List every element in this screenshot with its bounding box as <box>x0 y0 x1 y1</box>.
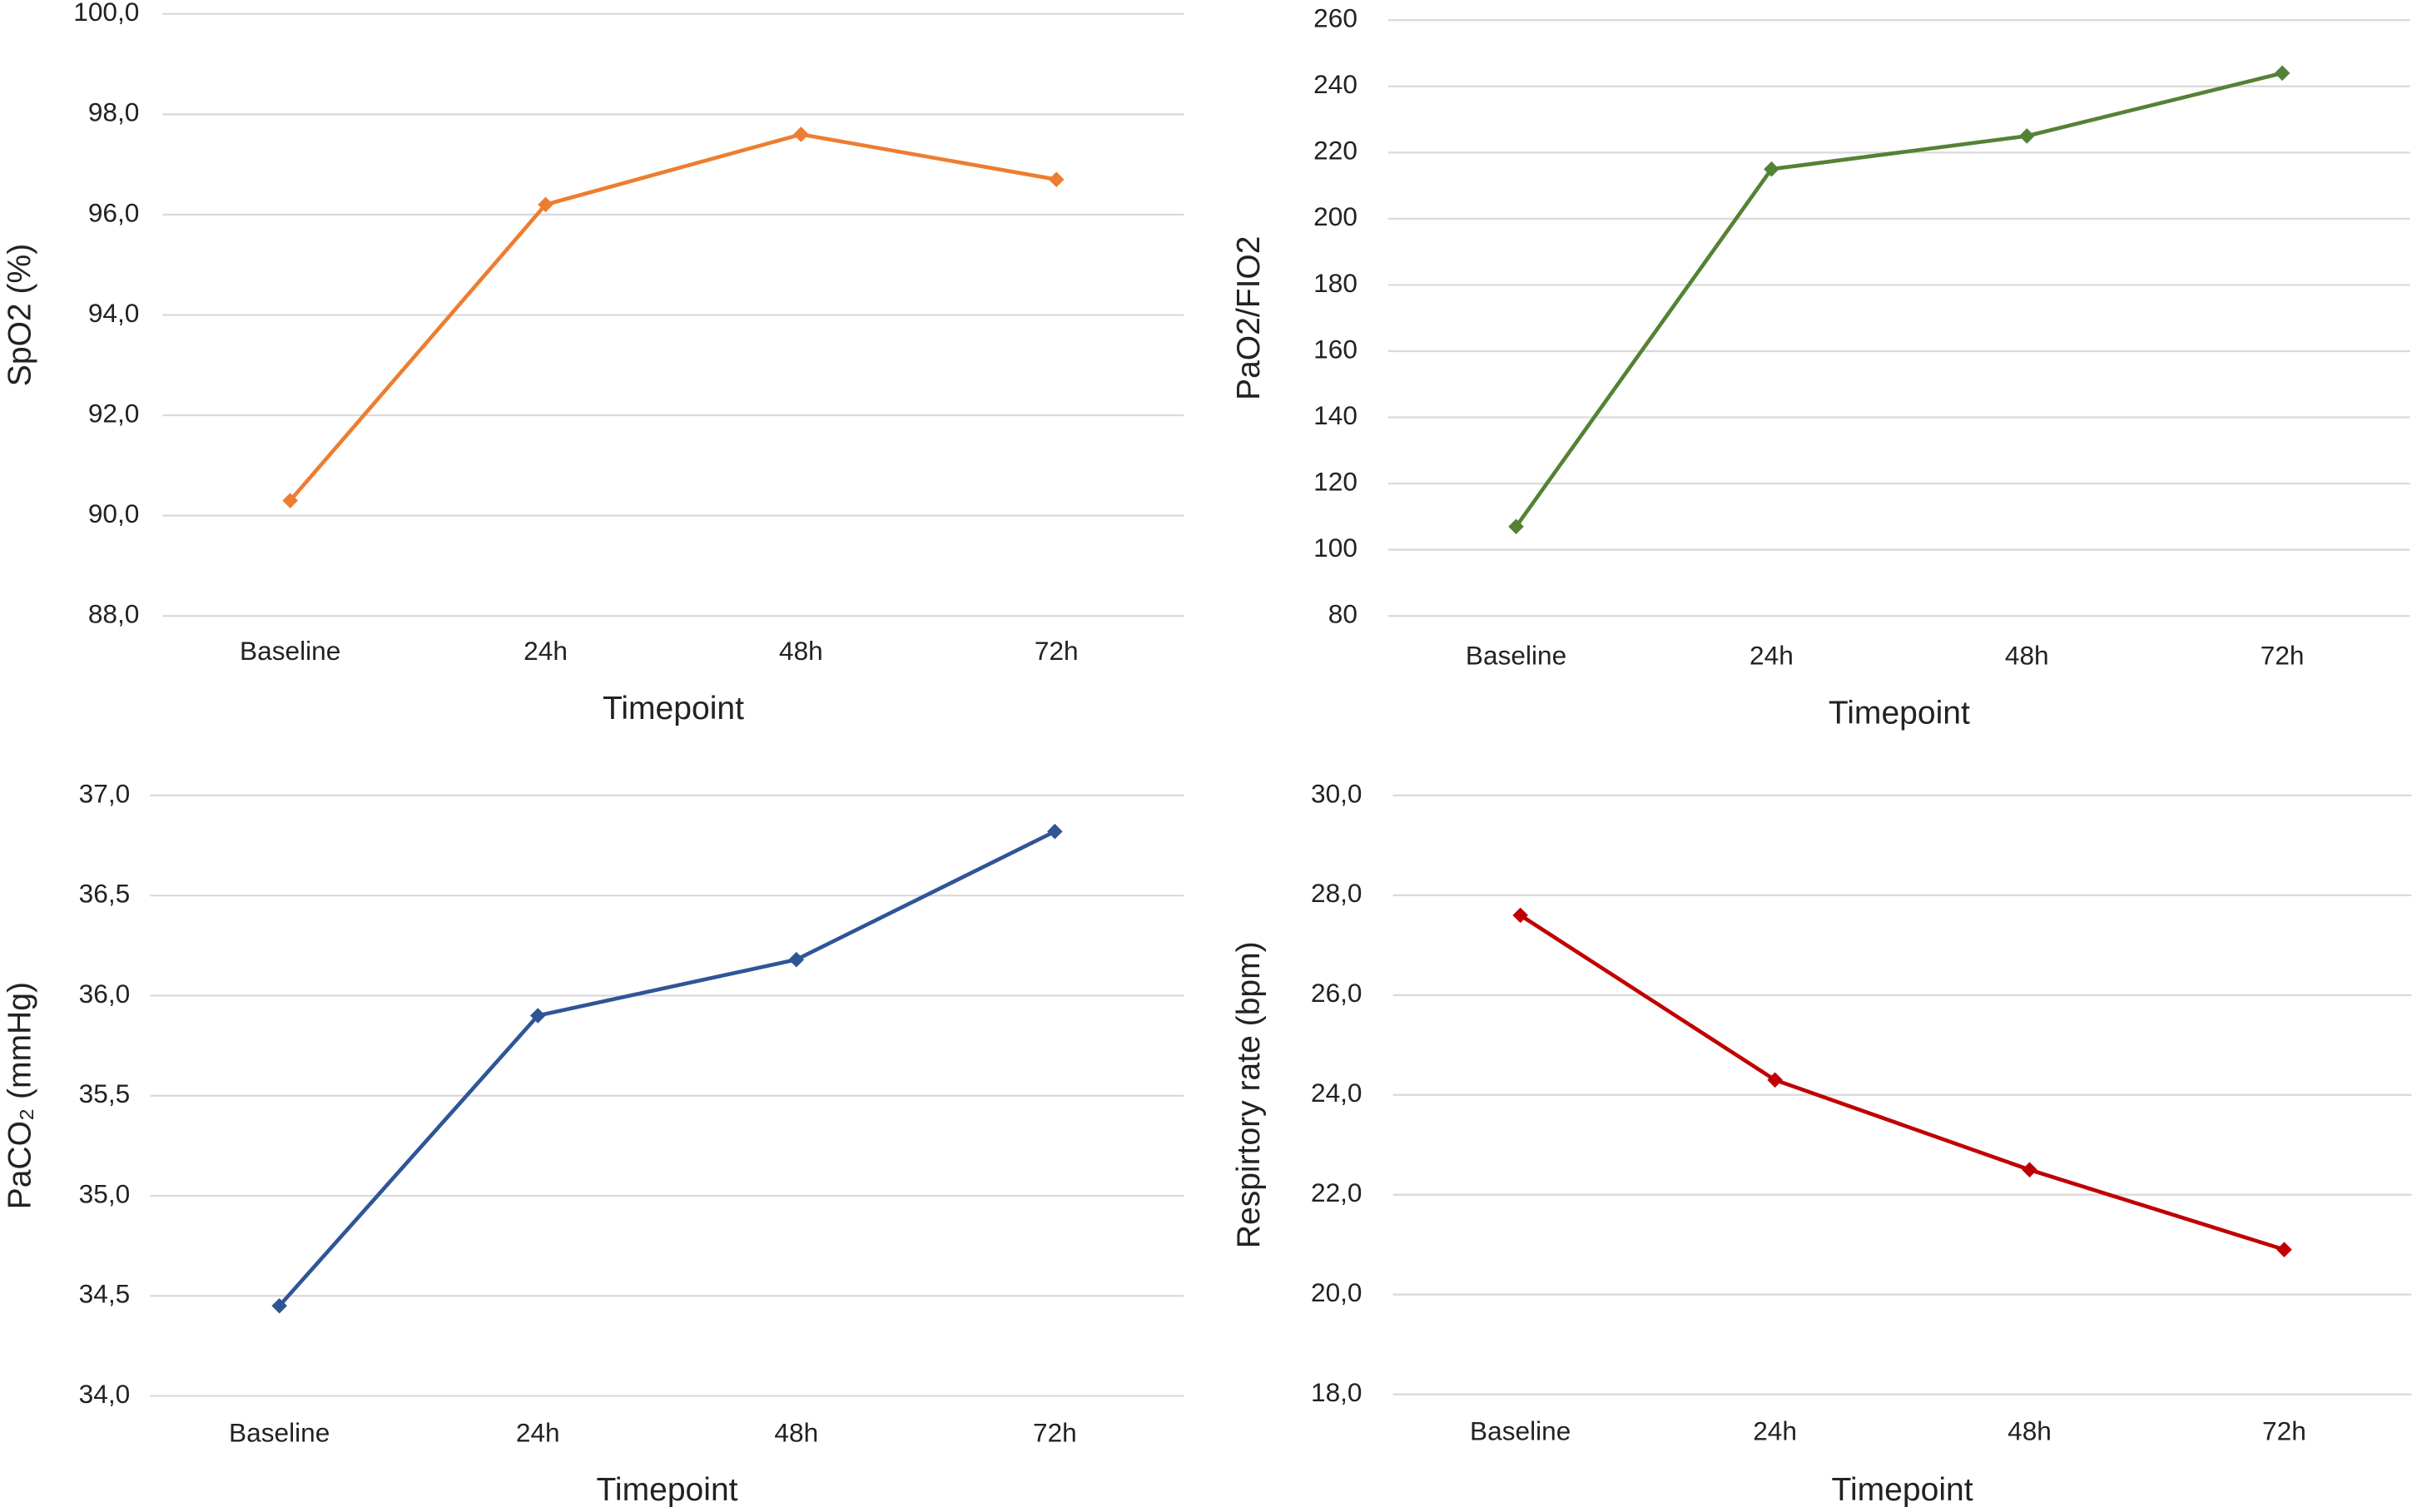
marker <box>2274 65 2291 82</box>
y-tick-label: 30,0 <box>1311 778 1362 808</box>
marker <box>538 196 553 213</box>
y-tick-label: 92,0 <box>88 398 140 428</box>
x-tick-label: Baseline <box>1470 1415 1571 1445</box>
y-tick-label: 36,5 <box>79 879 131 909</box>
y-tick-label: 98,0 <box>88 97 140 127</box>
y-tick-label: 120 <box>1313 466 1357 496</box>
x-tick-label: 72h <box>2262 1415 2306 1445</box>
x-axis-title: Timepoint <box>1832 1472 1973 1508</box>
y-tick-label: 96,0 <box>88 197 140 227</box>
x-tick-label: 48h <box>779 636 823 666</box>
y-tick-label: 180 <box>1313 268 1357 298</box>
y-tick-label: 260 <box>1313 3 1357 33</box>
x-tick-label: 24h <box>516 1417 560 1447</box>
chart: 34,0 34,5 35,0 35,5 36,0 36,5 37,0 Baseline 24h 4… <box>2 778 1184 1508</box>
x-tick-label: Baseline <box>229 1417 330 1447</box>
x-axis-title: Timepoint <box>1829 696 1970 731</box>
y-tick-label: 88,0 <box>88 599 140 629</box>
y-tick-label: 36,0 <box>79 979 131 1009</box>
y-tick-label: 160 <box>1313 334 1357 364</box>
x-tick-label: Baseline <box>240 636 340 666</box>
y-tick-label: 22,0 <box>1311 1177 1362 1207</box>
marker <box>1512 907 1528 924</box>
marker <box>2276 1242 2292 1257</box>
y-tick-label: 35,0 <box>79 1178 131 1208</box>
x-tick-label: 24h <box>524 636 568 666</box>
y-tick-label: 100 <box>1313 533 1357 563</box>
line <box>1519 913 2286 1252</box>
marker <box>2018 128 2035 144</box>
marker <box>282 493 298 508</box>
marker <box>271 1297 287 1314</box>
marker <box>529 1008 546 1024</box>
chart: 80 100 120 140 160 180 200 220 240 260 Baseline 24h… <box>1231 3 2410 731</box>
x-tick-label: 48h <box>2005 641 2049 671</box>
x-tick-label: 72h <box>2261 641 2305 671</box>
marker <box>788 951 805 968</box>
marker <box>1048 171 1065 188</box>
line <box>288 132 1057 503</box>
x-tick-label: 48h <box>774 1417 818 1447</box>
x-tick-label: 48h <box>2008 1415 2052 1445</box>
y-tick-label: 28,0 <box>1311 878 1362 908</box>
y-tick-label: 34,5 <box>79 1279 131 1309</box>
y-tick-label: 200 <box>1313 201 1357 231</box>
y-tick-label: 26,0 <box>1311 978 1362 1008</box>
x-axis-title: Timepoint <box>597 1472 738 1508</box>
line <box>1514 71 2283 528</box>
y-axis-title: PaO2/FIO2 <box>1231 235 1267 399</box>
y-tick-label: 80 <box>1328 599 1357 629</box>
y-tick-label: 18,0 <box>1311 1377 1362 1407</box>
y-tick-label: 34,0 <box>79 1379 131 1409</box>
line <box>277 830 1056 1307</box>
y-tick-label: 94,0 <box>88 298 140 328</box>
marker <box>793 126 809 142</box>
y-tick-label: 100,0 <box>73 0 139 27</box>
y-tick-label: 140 <box>1313 400 1357 430</box>
chart: 18,0 20,0 22,0 24,0 26,0 28,0 30,0 Baseline 24h 4… <box>1231 778 2412 1508</box>
x-tick-label: 72h <box>1033 1417 1077 1447</box>
y-axis-title: SpO2 (%) <box>2 244 37 386</box>
y-tick-label: 220 <box>1313 136 1357 166</box>
y-tick-label: 37,0 <box>79 778 131 808</box>
y-tick-label: 35,5 <box>79 1078 131 1108</box>
x-tick-label: 24h <box>1750 641 1794 671</box>
x-tick-label: 24h <box>1753 1415 1797 1445</box>
y-tick-label: 240 <box>1313 69 1357 99</box>
y-tick-label: 20,0 <box>1311 1277 1362 1307</box>
chart: 88,0 90,0 92,0 94,0 96,0 98,0 100,0 Baseline 24h… <box>2 0 1184 726</box>
y-tick-label: 24,0 <box>1311 1078 1362 1108</box>
marker <box>1047 823 1063 840</box>
x-tick-label: Baseline <box>1466 641 1566 671</box>
y-tick-label: 90,0 <box>88 498 140 528</box>
x-axis-title: Timepoint <box>603 691 744 726</box>
x-tick-label: 72h <box>1035 636 1079 666</box>
y-axis-title: PaCO₂ (mmHg) <box>2 982 37 1209</box>
y-axis-title: Respirtory rate (bpm) <box>1231 941 1267 1248</box>
marker <box>2022 1162 2037 1178</box>
